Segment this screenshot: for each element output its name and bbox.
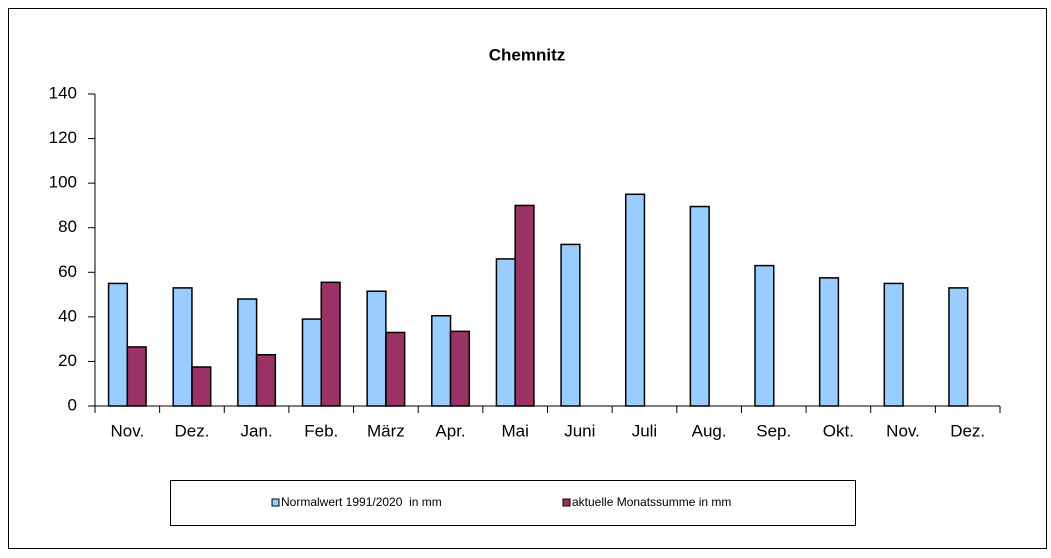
bar	[301, 318, 322, 407]
legend-label: aktuelle Monatssumme in mm	[572, 495, 731, 509]
bar	[366, 290, 387, 407]
x-tick-label: März	[367, 421, 405, 440]
x-tick-label: Feb.	[304, 421, 338, 440]
bar	[126, 346, 147, 407]
bar	[449, 330, 471, 407]
x-tick-label: Dez.	[950, 421, 985, 440]
bar	[172, 287, 193, 407]
bar	[495, 258, 516, 407]
bar	[431, 314, 452, 407]
legend-box	[170, 480, 856, 526]
y-tick-label: 20	[58, 351, 77, 370]
y-tick-label: 140	[49, 83, 77, 102]
x-tick-label: Juni	[564, 421, 595, 440]
y-tick-label: 80	[58, 217, 77, 236]
legend-key	[271, 498, 280, 507]
x-tick-label: Dez.	[174, 421, 209, 440]
bar	[385, 331, 406, 407]
bar	[624, 193, 646, 407]
y-tick-label: 40	[58, 306, 77, 325]
chart-title: Chemnitz	[489, 45, 566, 64]
bar	[191, 366, 212, 407]
x-tick-label: Aug.	[692, 421, 727, 440]
legend-key	[562, 498, 571, 507]
y-tick-label: 60	[58, 262, 77, 281]
x-tick-label: Nov.	[886, 421, 920, 440]
bar	[754, 264, 775, 407]
x-tick-label: Apr.	[435, 421, 465, 440]
bar	[237, 298, 258, 407]
bar	[560, 243, 581, 407]
bar	[514, 204, 535, 407]
x-tick-label: Okt.	[823, 421, 854, 440]
bar	[948, 287, 969, 407]
y-tick-label: 100	[49, 173, 77, 192]
bar	[818, 277, 840, 407]
x-tick-label: Juli	[632, 421, 658, 440]
x-tick-label: Sep.	[756, 421, 791, 440]
x-tick-label: Jan.	[241, 421, 273, 440]
x-tick-label: Mai	[501, 421, 528, 440]
bar	[320, 281, 341, 407]
y-tick-label: 0	[68, 395, 77, 414]
bar	[883, 282, 904, 407]
bar	[689, 205, 710, 407]
bar	[255, 353, 277, 407]
y-tick-label: 120	[49, 128, 77, 147]
bar	[107, 282, 129, 407]
legend-label: Normalwert 1991/2020 in mm	[281, 495, 442, 509]
x-tick-label: Nov.	[110, 421, 144, 440]
